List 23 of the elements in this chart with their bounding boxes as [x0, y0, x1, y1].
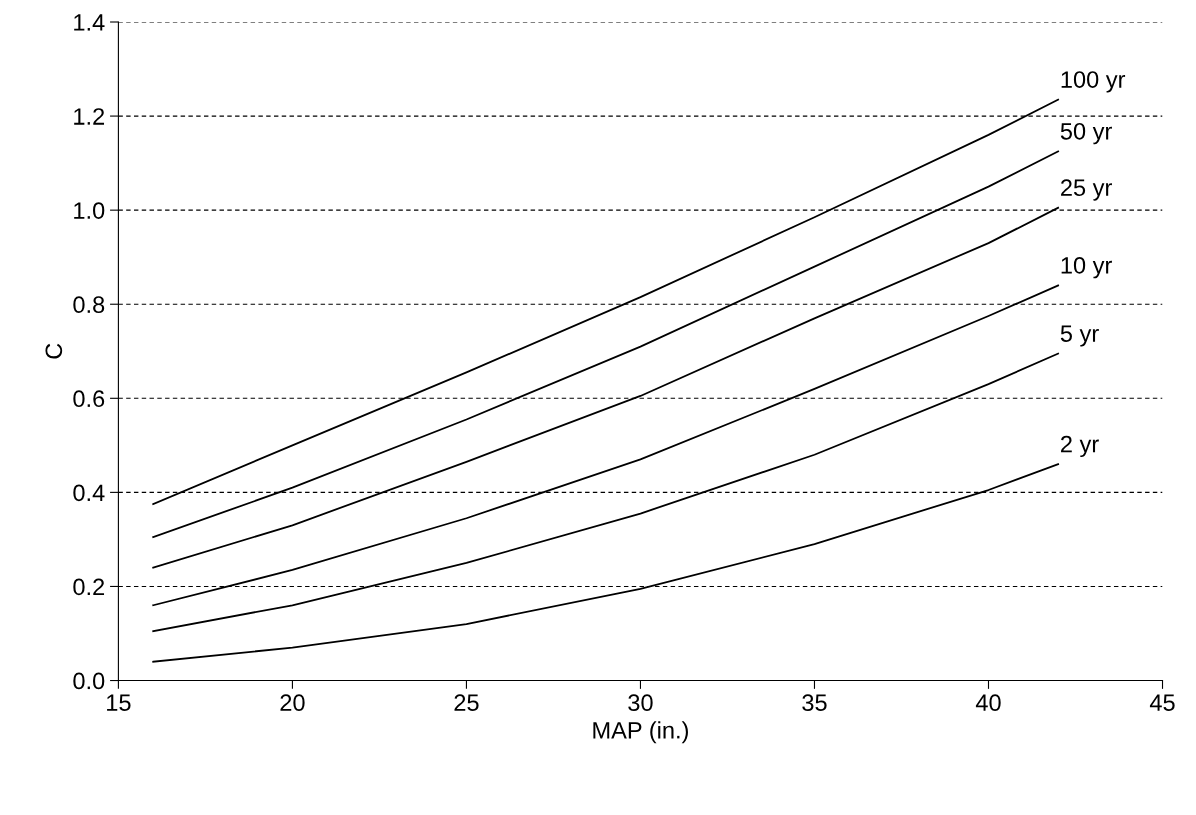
- series-label: 50 yr: [1060, 122, 1112, 145]
- series-label: 5 yr: [1060, 325, 1099, 347]
- y-tick-label: 1.2: [74, 108, 105, 125]
- series-label: 100 yr: [1061, 71, 1126, 93]
- y-tick-label: 1.0: [74, 202, 105, 219]
- x-tick-label: 35: [802, 694, 827, 712]
- x-tick-label: 25: [454, 694, 479, 712]
- series-label: 25 yr: [1061, 179, 1112, 201]
- y-tick-label: 0.0: [73, 672, 105, 690]
- y-tick-label: 0.4: [73, 484, 105, 502]
- x-tick-label: 40: [975, 694, 1001, 712]
- y-tick-label: 0.6: [73, 390, 105, 408]
- x-tick-label: 20: [280, 694, 305, 712]
- x-axis-title: MAP (in.): [593, 721, 688, 744]
- x-tick-label: 15: [107, 694, 131, 712]
- x-tick-label: 45: [1149, 694, 1175, 712]
- x-tick-label: 30: [628, 694, 653, 712]
- series-label: 10 yr: [1061, 256, 1112, 279]
- y-axis-title: C: [45, 343, 63, 359]
- y-tick-label: 0.2: [73, 578, 105, 596]
- series-label: 2 yr: [1061, 435, 1099, 458]
- y-tick-label: 1.4: [74, 14, 105, 31]
- y-tick-label: 0.8: [73, 296, 105, 314]
